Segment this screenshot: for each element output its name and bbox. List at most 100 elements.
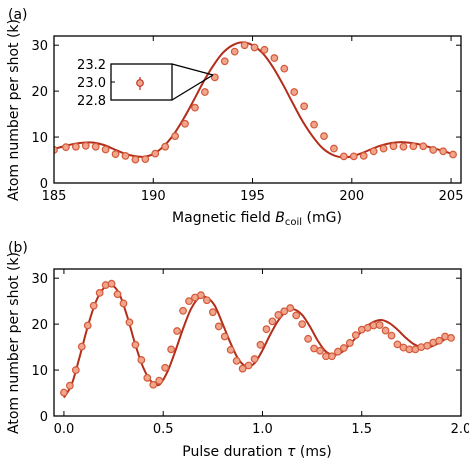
panel-a-data-point (429, 146, 438, 154)
panel-b-data-point (274, 311, 283, 319)
panel-b-data-point (256, 340, 265, 349)
panel-a-data-point (280, 64, 289, 73)
panel-b-data-point (447, 334, 455, 342)
panel-a-ytick-label-1: 10 (31, 131, 48, 146)
panel-a-xlabel-main: Magnetic field (172, 210, 275, 226)
panel-b-xlabel-var: τ (287, 444, 296, 460)
panel-a-data-point (121, 151, 130, 160)
panel-a-data-point (339, 152, 348, 161)
panel-a-data-point (141, 155, 150, 164)
panel-b-data-point (179, 306, 187, 315)
panel-b-data-point (280, 307, 289, 316)
panel-b-data-point (304, 334, 313, 343)
panel-a-data-point (290, 88, 299, 96)
panel-b-data-point (334, 347, 342, 356)
panel-b-data-point (161, 363, 170, 372)
panel-b-xlabel: Pulse duration τ (ms) (182, 444, 331, 460)
panel-a-data-point (399, 142, 408, 151)
panel-b-data-point (375, 321, 384, 329)
panel-a-data-point (330, 144, 338, 153)
inset-ytick-label-2: 22.8 (77, 94, 106, 109)
panel-b-data-point (197, 291, 205, 300)
panel-a-data-point (250, 43, 259, 52)
panel-a-data-point (369, 147, 378, 156)
panel-b-ylabel: Atom number per shot (k) (6, 252, 22, 434)
panel-b-data-point (244, 361, 253, 370)
panel-b-xtick-label-3: 1.5 (351, 422, 372, 437)
panel-b-data-point (262, 325, 271, 334)
panel-b-data-point (345, 339, 354, 347)
panel-a-ytick-label-2: 20 (31, 85, 48, 100)
panel-a-data-point (300, 102, 309, 111)
panel-b-data-point (387, 331, 396, 340)
panel-b-data-point (316, 346, 324, 355)
panel-b-data-point (155, 376, 164, 385)
panel-b-data-point (423, 341, 432, 350)
panel-b-data-point (328, 352, 336, 361)
panel-a-data-point (191, 103, 199, 112)
panel-a-data-point (449, 150, 457, 159)
panel-b-xtick-label-4: 2.0 (451, 422, 469, 437)
panel-b-data-point (83, 321, 92, 330)
panel-b-ytick-label-1: 10 (31, 364, 48, 379)
panel-a-label: (a) (8, 7, 28, 23)
panel-a-xlabel-unit: (mG) (302, 210, 342, 226)
panel-a-data-point (359, 151, 368, 160)
panel-a-frame (53, 35, 462, 184)
panel-b-data-point (292, 311, 301, 320)
panel-b-data-point (232, 356, 241, 365)
panel-a-data-point (131, 155, 140, 164)
panel-a-data-point (220, 57, 229, 66)
panel-b-ytick-label-0: 0 (40, 410, 48, 425)
panel-b-data-point (149, 380, 158, 389)
panel-a-xlabel: Magnetic field Bcoil (mG) (172, 210, 342, 228)
panel-b-data-point (298, 320, 307, 329)
panel-b-data-point (351, 331, 360, 340)
panel-b-data-point (220, 332, 229, 341)
panel-a-data-point (91, 142, 100, 151)
panel-a-data-point (439, 147, 448, 156)
panel-a-data-point (260, 45, 269, 54)
panel-b-data-point (95, 288, 104, 297)
panel-a-data-point (349, 152, 358, 161)
panel-b-label: (b) (8, 240, 28, 256)
panel-a-data-point (111, 150, 120, 158)
panel-a-data-point (210, 73, 219, 82)
panel-a-xtick-label-0: 185 (42, 189, 67, 204)
panel-b-data-point (268, 317, 277, 326)
panel-a-ylabel: Atom number per shot (k) (6, 19, 22, 201)
panel-a-data-point (151, 149, 160, 158)
panel-b-data-point (125, 318, 134, 327)
inset-ytick-label-0: 23.2 (77, 58, 106, 73)
panel-a-data-point (71, 142, 80, 151)
panel-b-data-point (119, 299, 128, 308)
panel-b-data-point (131, 340, 140, 349)
panel-a-data-point (161, 142, 170, 151)
panel-b-data-point (167, 345, 176, 354)
panel-b-xlabel-main: Pulse duration (182, 444, 287, 460)
inset-ytick-label-1: 23.0 (77, 76, 106, 91)
panel-b-data-points (60, 279, 455, 397)
panel-a-data-point (320, 132, 328, 141)
panel-b-data-point (185, 297, 193, 306)
panel-a-data-point (62, 143, 70, 152)
panel-a-xlabel-var: B (275, 210, 285, 226)
panel-b-ticks: 0.0 0.5 1.0 1.5 2.0 0 10 20 30 (31, 269, 469, 437)
panel-b-data-point (208, 308, 217, 317)
panel-a-xtick-label-4: 205 (439, 189, 464, 204)
panel-b-data-point (107, 279, 116, 288)
panel-a-data-point (81, 141, 90, 150)
panel-a-ticks: 185 190 195 200 205 0 10 20 30 (31, 36, 463, 204)
panel-b-xtick-label-2: 1.0 (252, 422, 273, 437)
panel-a-data-point (171, 132, 180, 141)
panel-b-data-point (77, 342, 86, 351)
panel-b-xtick-label-1: 0.5 (153, 422, 174, 437)
panel-b-ytick-label-2: 20 (31, 318, 48, 333)
panel-a-data-point (379, 144, 388, 153)
panel-a-data-points (54, 41, 457, 164)
panel-a: (a) 185 190 195 200 205 0 10 20 30 Magnetic fiel… (6, 7, 463, 228)
panel-a-data-point (101, 145, 110, 154)
panel-b-data-point (381, 326, 390, 335)
panel-b-frame (53, 268, 462, 417)
